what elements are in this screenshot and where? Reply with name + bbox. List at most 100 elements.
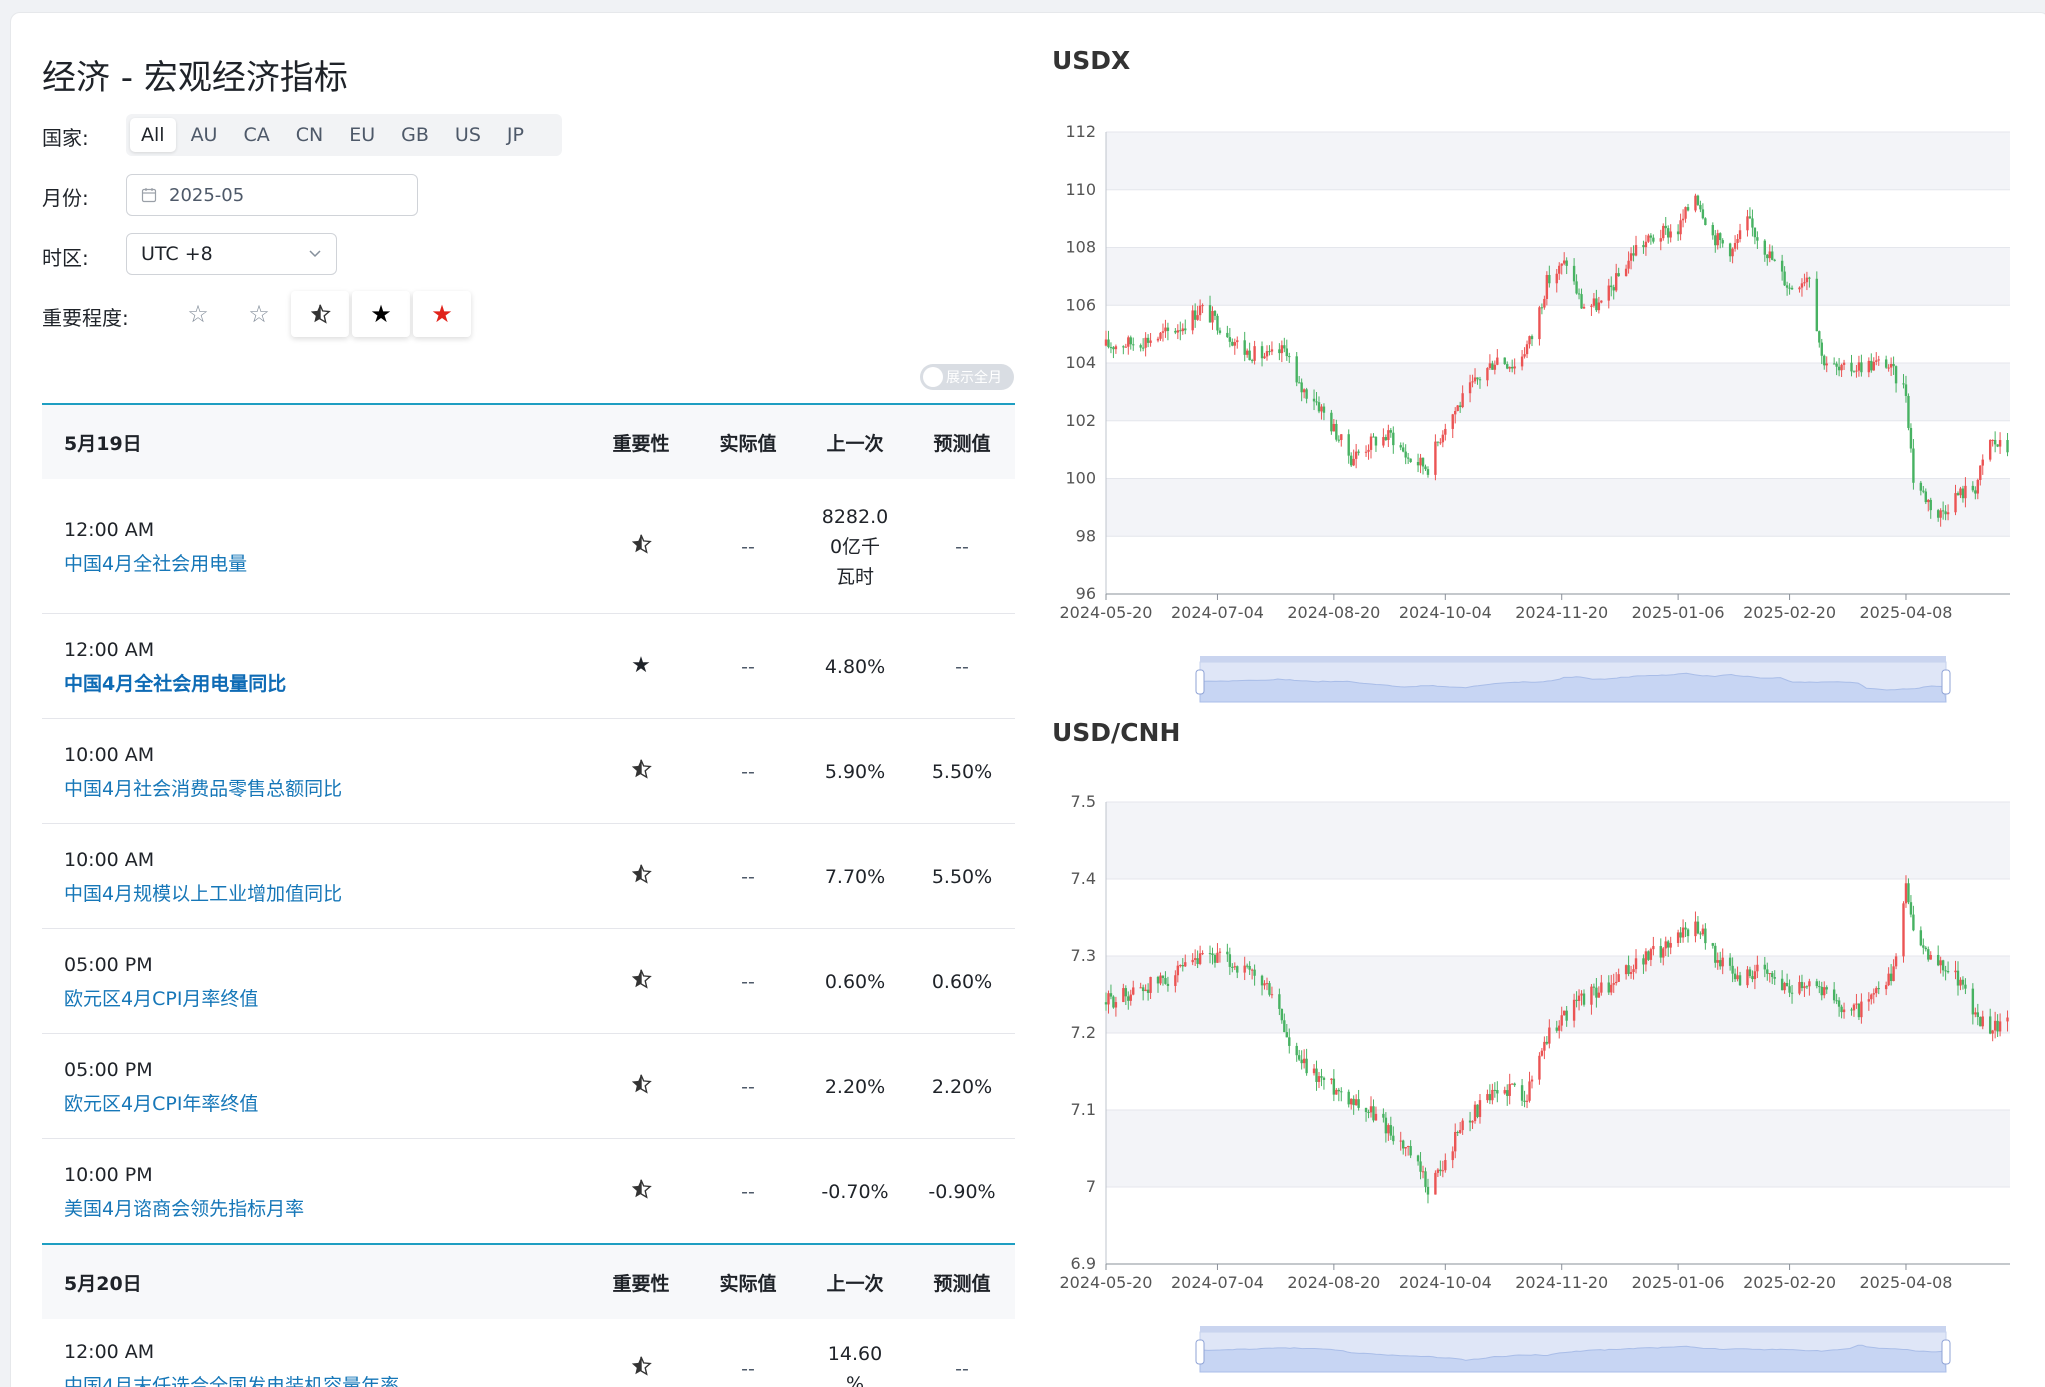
candle-body: [1939, 510, 1942, 518]
candle-body: [1924, 491, 1927, 503]
importance-one-star-button[interactable]: ☆: [169, 291, 227, 337]
datazoom-handle[interactable]: [1195, 1339, 1205, 1365]
candle-body: [1201, 305, 1204, 307]
candle-body: [1699, 933, 1702, 935]
candle-body: [1875, 360, 1878, 362]
candle-body: [1565, 1010, 1568, 1021]
usdx-chart[interactable]: 96 98 100 102 104 106 108 110 112 2024-05-20 2024-…: [1040, 100, 2030, 710]
country-option-jp[interactable]: JP: [506, 124, 524, 146]
candle-body: [1144, 337, 1147, 348]
candle-body: [1572, 999, 1576, 1021]
country-option-ca[interactable]: CA: [243, 124, 270, 146]
candle-body: [1231, 341, 1234, 346]
candle-body: [1382, 437, 1385, 446]
importance-red-star-button[interactable]: ★: [413, 291, 471, 337]
grid-band: [1106, 956, 2010, 1033]
grid-band: [1106, 247, 2010, 306]
candle-body: [1912, 448, 1915, 483]
importance-full-star-button[interactable]: ★: [352, 291, 410, 337]
candle-body: [1156, 976, 1160, 984]
candle-body: [1107, 339, 1110, 348]
country-option-cn[interactable]: CN: [295, 124, 324, 146]
event-name-link[interactable]: 中国4月全社会用电量: [64, 552, 248, 575]
candle-body: [1545, 1041, 1549, 1044]
candle-body: [1993, 1020, 1997, 1031]
datazoom-top-bar[interactable]: [1200, 1326, 1946, 1332]
candle-body: [1877, 988, 1880, 990]
page-title: 经济 - 宏观经济指标: [42, 58, 348, 98]
event-name-link[interactable]: 美国4月谘商会领先指标月率: [64, 1197, 305, 1220]
candle-body: [1941, 510, 1945, 512]
y-tick-label: 106: [1065, 295, 1096, 314]
candle-body: [1520, 356, 1524, 367]
candle-body: [1508, 366, 1511, 369]
country-option-gb[interactable]: GB: [401, 124, 429, 146]
candle-body: [1476, 377, 1479, 380]
candle-body: [1988, 1016, 1992, 1034]
importance-indicator: ★: [591, 653, 691, 678]
datazoom-handle[interactable]: [1941, 1339, 1951, 1365]
country-option-au[interactable]: AU: [190, 124, 218, 146]
candle-body: [1525, 1100, 1529, 1102]
country-option-eu[interactable]: EU: [349, 124, 376, 146]
candle-body: [1104, 1002, 1108, 1005]
candle-body: [1647, 235, 1650, 242]
candle-body: [1146, 989, 1150, 993]
candle-body: [1823, 987, 1826, 996]
event-name-link[interactable]: 欧元区4月CPI月率终值: [64, 987, 259, 1010]
candle-body: [1590, 305, 1593, 307]
candle-body: [1788, 287, 1791, 289]
country-option-all[interactable]: All: [130, 118, 176, 152]
event-time: 05:00 PM: [64, 953, 153, 976]
month-picker[interactable]: 2025-05: [126, 174, 418, 216]
candle-body: [1139, 345, 1142, 348]
cell-actual: --: [741, 655, 755, 678]
timezone-select[interactable]: UTC +8: [126, 233, 337, 275]
candle-body: [1322, 1077, 1326, 1080]
datazoom-top-bar[interactable]: [1200, 656, 1946, 662]
candle-body: [1922, 490, 1925, 492]
group-date: 5月20日: [64, 1273, 142, 1295]
candle-body: [1560, 1015, 1563, 1026]
candle-body: [1236, 966, 1239, 973]
show-full-month-toggle[interactable]: 展示全月: [920, 364, 1014, 390]
candle-body: [1161, 975, 1165, 979]
candle-body: [1270, 349, 1274, 352]
candle-body: [1780, 978, 1784, 991]
candle-body: [1808, 277, 1811, 279]
candle-body: [1696, 921, 1700, 934]
candle-body: [1790, 992, 1794, 994]
event-name-link[interactable]: 中国4月末任选合全国发电装机容量年率: [64, 1375, 400, 1387]
candle-body: [1372, 1106, 1375, 1121]
datazoom-handle[interactable]: [1941, 669, 1951, 695]
cell-actual: --: [741, 1180, 755, 1203]
candle-body: [1733, 242, 1737, 249]
candle-body: [1877, 359, 1880, 361]
candle-body: [1558, 265, 1561, 274]
candle-body: [1384, 437, 1388, 440]
importance-indicator: [591, 533, 691, 561]
candle-body: [1528, 336, 1531, 345]
event-name-link[interactable]: 中国4月规模以上工业增加值同比: [64, 882, 343, 905]
candle-body: [1402, 1140, 1405, 1149]
importance-two-star-button[interactable]: ☆: [230, 291, 288, 337]
candle-body: [1441, 1170, 1445, 1172]
candle-body: [1486, 368, 1489, 381]
event-name-link[interactable]: 中国4月全社会用电量同比: [64, 672, 287, 695]
candle-body: [1818, 331, 1821, 343]
candle-body: [1577, 995, 1581, 1001]
datazoom-handle[interactable]: [1195, 669, 1205, 695]
event-name-link[interactable]: 欧元区4月CPI年率终值: [64, 1092, 259, 1115]
usdcnh-chart[interactable]: 6.9 7 7.1 7.2 7.3 7.4 7.5 2024-05-20 2024-07-04 2…: [1040, 770, 2030, 1387]
candle-body: [1357, 451, 1360, 453]
country-option-us[interactable]: US: [454, 124, 481, 146]
candle-body: [1141, 987, 1145, 992]
candle-body: [1129, 337, 1132, 345]
candle-body: [1629, 253, 1633, 261]
candle-body: [1785, 982, 1789, 987]
candle-body: [1305, 389, 1308, 399]
importance-half-star-button[interactable]: [291, 291, 349, 337]
candle-body: [1924, 947, 1927, 950]
candle-body: [1681, 927, 1685, 938]
event-name-link[interactable]: 中国4月社会消费品零售总额同比: [64, 777, 343, 800]
